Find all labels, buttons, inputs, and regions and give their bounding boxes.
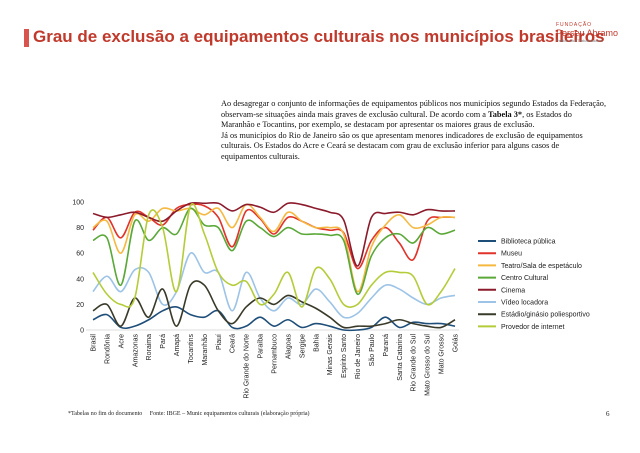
x-tick-label: Bahia [313, 334, 320, 352]
x-tick-label: Piauí [216, 334, 223, 350]
x-tick-label: Roraima [146, 334, 153, 361]
x-tick-label: Santa Catarina [397, 334, 404, 381]
x-tick-label: São Paulo [369, 334, 376, 366]
legend-label: Centro Cultural [501, 275, 549, 282]
y-tick-label: 80 [76, 225, 84, 232]
x-tick-label: Mato Grosso [439, 334, 446, 374]
x-tick-label: Mato Grosso do Sul [425, 334, 432, 396]
footer: *Tabelas no fim do documento Fonte: IBGE… [68, 411, 310, 417]
x-tick-label: Minas Gerais [327, 334, 334, 376]
legend-label: Cinema [501, 287, 525, 294]
series-line [92, 306, 456, 332]
x-tick-label: Goiás [453, 334, 460, 353]
x-tick-label: Tocantins [188, 334, 195, 364]
series-line [92, 280, 456, 329]
logo-top: FUNDAÇÃO [556, 22, 593, 28]
x-tick-label: Amapá [174, 334, 181, 356]
x-tick-label: Paraíba [258, 334, 265, 359]
title: Grau de exclusão a equipamentos culturai… [33, 27, 605, 46]
x-tick-label: Rondônia [104, 334, 111, 364]
x-tick-label: Paraná [383, 334, 390, 357]
x-tick-label: Espírito Santo [341, 334, 348, 378]
series-line [92, 203, 456, 308]
x-tick-label: Amazonas [132, 334, 139, 368]
text: Ao desagregar o conjunto de informações … [221, 99, 607, 119]
page-number: 6 [606, 410, 610, 418]
x-tick-label: Pará [160, 334, 167, 349]
legend-label: Teatro/Sala de espetáculo [501, 263, 582, 270]
source: Fonte: IBGE – Munic equipamentos cultura… [149, 411, 310, 417]
legend-label: Museu [501, 251, 522, 258]
series-line [92, 252, 456, 319]
x-tick-label: Rio de Janeiro [355, 334, 362, 379]
logo-name: Perseu Abramo [556, 28, 619, 38]
text-bold: Tabela 3* [488, 109, 523, 119]
x-tick-label: Maranhão [202, 334, 209, 366]
logo: FUNDAÇÃO Perseu Abramo Partido dos Traba… [556, 22, 618, 43]
legend-label: Vídeo locadora [501, 300, 548, 307]
y-tick-label: 20 [76, 302, 84, 309]
x-tick-label: Alagoas [285, 334, 292, 360]
x-tick-label: Acre [118, 334, 125, 349]
series-line [92, 201, 456, 267]
footnote: *Tabelas no fim do documento [68, 411, 143, 417]
x-tick-label: Rio Grande do Norte [244, 334, 251, 399]
paragraph: Já os municípios do Rio de Janeiro são o… [221, 130, 583, 161]
text: , os Estados do Maranhão e Tocantins, po… [221, 109, 572, 130]
x-tick-label: Rio Grande do Sul [411, 334, 418, 392]
y-tick-label: 100 [72, 200, 84, 207]
y-tick-label: 0 [80, 328, 84, 335]
series-line [92, 203, 456, 270]
x-tick-label: Pernambuco [272, 334, 279, 374]
title-bar [24, 29, 29, 47]
logo-sub: Partido dos Trabalhadores [556, 38, 603, 43]
y-tick-label: 40 [76, 276, 84, 283]
x-tick-label: Ceará [230, 334, 237, 353]
legend-label: Biblioteca pública [501, 239, 556, 246]
body-text: Ao desagregar o conjunto de informações … [221, 99, 606, 163]
x-tick-label: Brasil [91, 334, 98, 352]
legend-label: Estádio/ginásio poliesportivo [501, 312, 590, 319]
legend-label: Provedor de internet [501, 324, 564, 331]
y-tick-label: 60 [76, 251, 84, 258]
paragraph: Ao desagregar o conjunto de informações … [221, 99, 606, 131]
x-tick-label: Sergipe [299, 334, 306, 358]
series-line [92, 207, 456, 295]
